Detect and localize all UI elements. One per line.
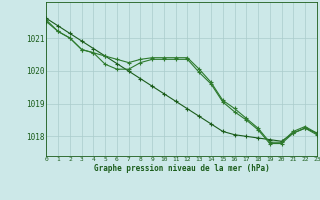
X-axis label: Graphe pression niveau de la mer (hPa): Graphe pression niveau de la mer (hPa)	[94, 164, 269, 173]
